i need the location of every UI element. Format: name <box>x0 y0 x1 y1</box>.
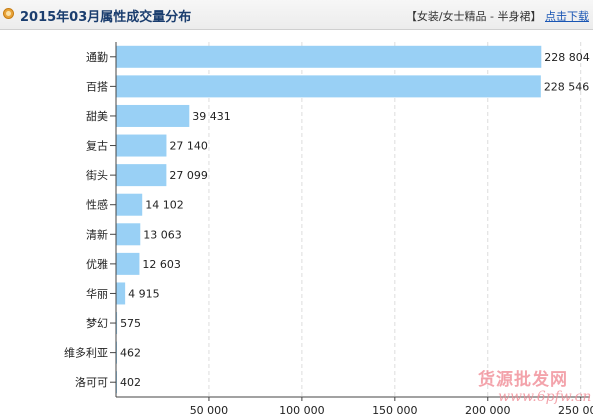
category-label: 梦幻 <box>86 317 108 330</box>
bar <box>116 75 541 98</box>
category-label: 维多利亚 <box>64 346 108 360</box>
bar <box>116 193 143 216</box>
data-label: 4 915 <box>128 287 160 300</box>
data-label: 402 <box>120 376 141 389</box>
data-label: 575 <box>120 317 141 330</box>
watermark: 货源批发网 www.6pfw.cn <box>478 365 592 413</box>
bar <box>116 223 141 246</box>
watermark-url: www.6pfw.cn <box>498 389 592 405</box>
category-label: 通勤 <box>86 51 108 64</box>
x-tick-label: 250 000 <box>558 404 593 417</box>
bar <box>116 282 126 305</box>
category-label: 复古 <box>86 139 108 153</box>
x-tick-label: 100 000 <box>279 404 325 417</box>
data-label: 462 <box>120 347 141 360</box>
download-link[interactable]: 点击下载 <box>545 10 589 23</box>
chart-header: 2015年03月属性成交量分布 【女装/女士精品 - 半身裙】 点击下载 <box>0 0 593 30</box>
category-label: 清新 <box>86 227 108 241</box>
data-label: 27 140 <box>169 140 208 153</box>
category-label: 优雅 <box>86 257 108 271</box>
category-label: 洛可可 <box>75 375 108 389</box>
category-label: 百搭 <box>86 80 108 93</box>
data-label: 12 603 <box>142 258 181 271</box>
data-label: 228 804 <box>544 51 590 64</box>
category-label: 性感 <box>86 198 108 212</box>
x-tick-label: 50 000 <box>190 404 229 417</box>
data-label: 27 099 <box>169 169 208 182</box>
title-icon <box>3 8 14 19</box>
header-right: 【女装/女士精品 - 半身裙】 点击下载 <box>406 8 589 24</box>
bar <box>116 252 140 275</box>
bar <box>116 134 167 157</box>
data-label: 13 063 <box>143 228 182 241</box>
bar <box>116 164 167 187</box>
data-label: 228 546 <box>544 80 590 93</box>
data-label: 14 102 <box>145 199 184 212</box>
bar <box>116 104 190 127</box>
category-label: 甜美 <box>86 110 108 123</box>
bar <box>116 312 118 335</box>
watermark-cn: 货源批发网 <box>478 370 568 390</box>
category-label: 街头 <box>86 168 108 182</box>
chart-title: 2015年03月属性成交量分布 <box>20 10 192 25</box>
bar-chart: 228 804 通勤 228 546 百搭 39 431 甜美 27 140 复古 27 099… <box>64 42 593 417</box>
bar <box>116 45 542 68</box>
data-label: 39 431 <box>192 110 231 123</box>
x-tick-label: 150 000 <box>372 404 418 417</box>
category-info: 【女装/女士精品 - 半身裙】 <box>405 10 542 23</box>
category-label: 华丽 <box>86 286 108 300</box>
x-tick-label: 200 000 <box>465 404 511 417</box>
